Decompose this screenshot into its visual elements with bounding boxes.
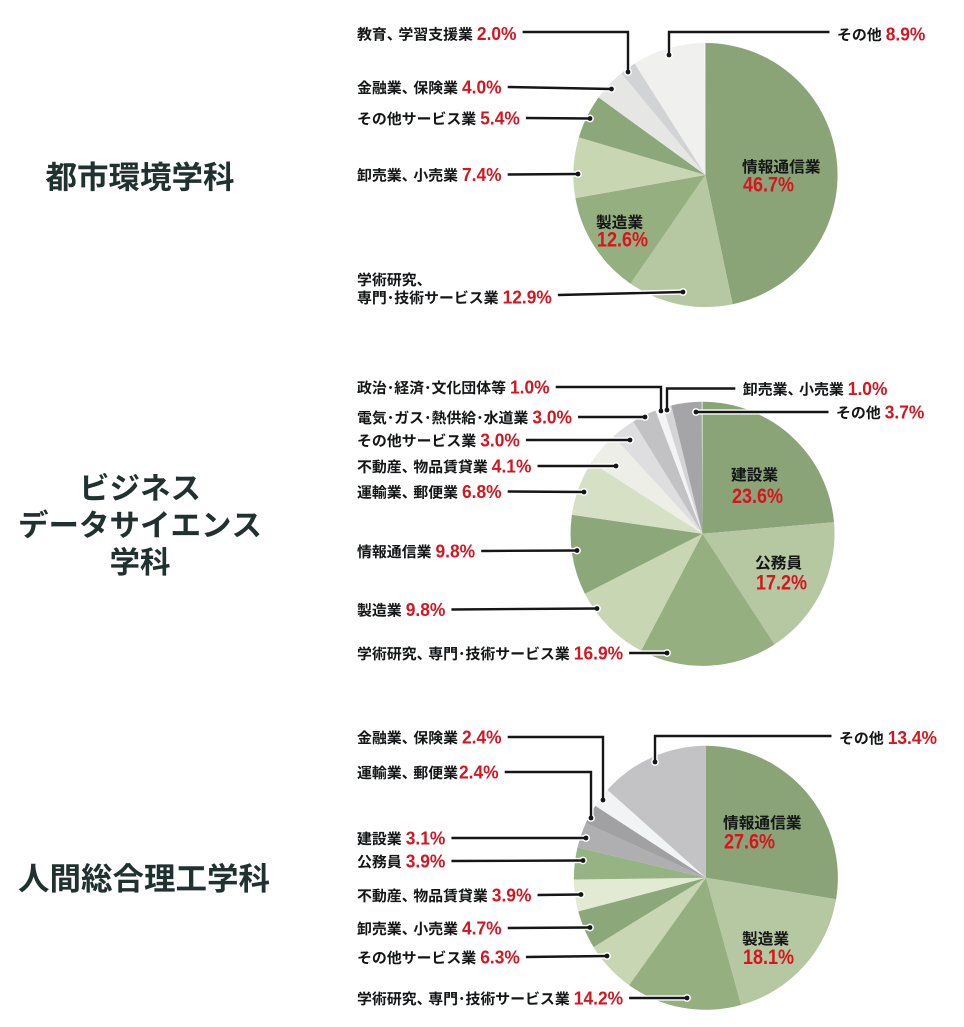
svg-text:17.2%: 17.2%: [756, 571, 807, 595]
svg-text:6.3%: 6.3%: [480, 947, 520, 968]
svg-text:2.0%: 2.0%: [477, 24, 517, 45]
svg-text:1.0%: 1.0%: [848, 379, 888, 400]
svg-text:3.0%: 3.0%: [480, 430, 520, 451]
svg-text:14.2%: 14.2%: [574, 988, 623, 1009]
svg-text:2.4%: 2.4%: [459, 762, 499, 783]
svg-text:3.9%: 3.9%: [406, 851, 446, 872]
svg-text:3.9%: 3.9%: [492, 885, 532, 906]
svg-text:3.1%: 3.1%: [406, 828, 446, 849]
svg-text:4.0%: 4.0%: [462, 77, 502, 98]
svg-text:6.8%: 6.8%: [462, 482, 502, 503]
svg-text:7.4%: 7.4%: [462, 165, 502, 186]
svg-text:16.9%: 16.9%: [574, 643, 623, 664]
svg-text:1.0%: 1.0%: [510, 377, 550, 398]
svg-text:9.8%: 9.8%: [436, 541, 476, 562]
svg-text:12.6%: 12.6%: [597, 228, 648, 252]
svg-text:3.0%: 3.0%: [532, 407, 572, 428]
svg-text:13.4%: 13.4%: [888, 728, 937, 749]
svg-text:46.7%: 46.7%: [743, 173, 794, 197]
svg-text:4.7%: 4.7%: [462, 918, 502, 939]
svg-text:3.7%: 3.7%: [885, 402, 925, 423]
svg-text:8.9%: 8.9%: [886, 24, 926, 45]
svg-text:23.6%: 23.6%: [732, 484, 783, 508]
svg-text:9.8%: 9.8%: [406, 600, 446, 621]
svg-text:27.6%: 27.6%: [724, 830, 775, 854]
svg-text:18.1%: 18.1%: [743, 945, 794, 969]
svg-text:2.4%: 2.4%: [462, 727, 502, 748]
svg-text:4.1%: 4.1%: [492, 456, 532, 477]
svg-text:12.9%: 12.9%: [503, 287, 552, 308]
svg-text:5.4%: 5.4%: [480, 108, 520, 129]
